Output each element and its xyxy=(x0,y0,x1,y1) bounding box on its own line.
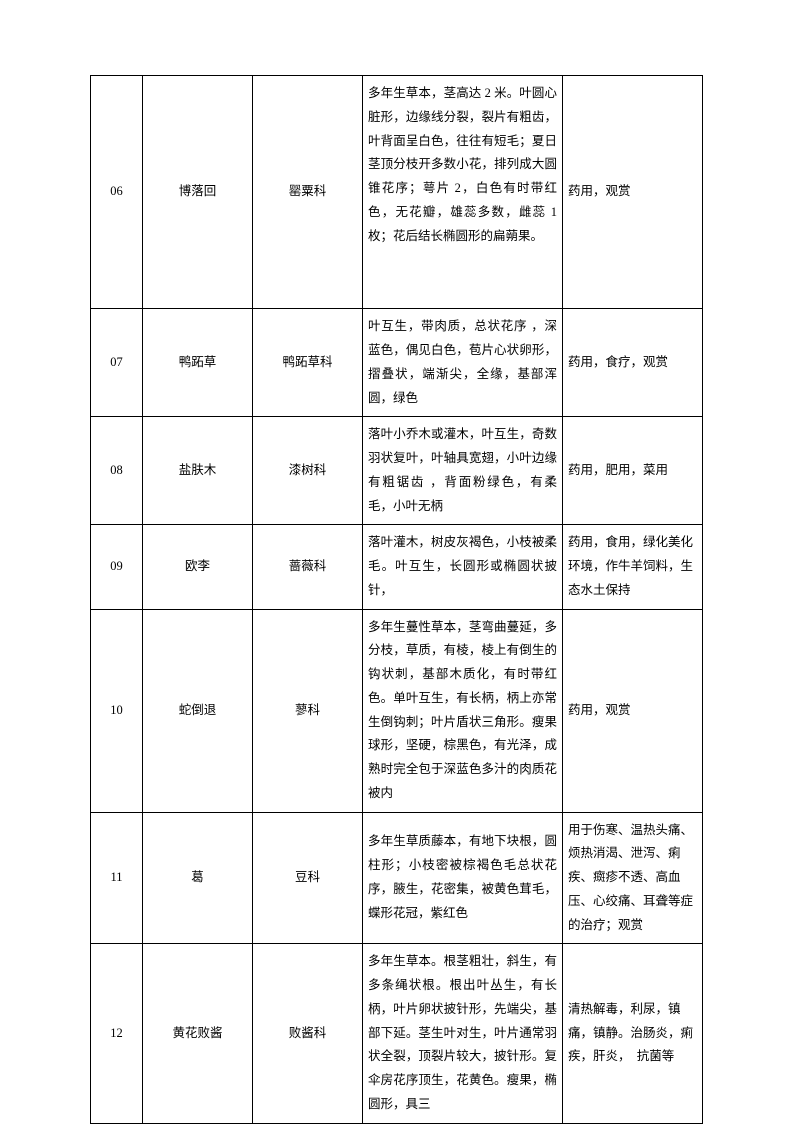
table-row: 06博落回罂粟科多年生草本，茎高达 2 米。叶圆心脏形，边缘线分裂，裂片有粗齿，… xyxy=(91,76,703,309)
table-row: 09欧李蔷薇科落叶灌木，树皮灰褐色，小枝被柔毛。叶互生，长圆形或椭圆状披针，药用… xyxy=(91,525,703,609)
cell-use: 药用，观赏 xyxy=(563,76,703,309)
cell-name: 博落回 xyxy=(143,76,253,309)
plant-table: 06博落回罂粟科多年生草本，茎高达 2 米。叶圆心脏形，边缘线分裂，裂片有粗齿，… xyxy=(90,75,703,1124)
cell-name: 欧李 xyxy=(143,525,253,609)
cell-num: 10 xyxy=(91,609,143,812)
cell-use: 用于伤寒、温热头痛、烦热消渴、泄泻、痢疾、癍疹不透、高血压、心绞痛、耳聋等症的治… xyxy=(563,812,703,944)
cell-family: 蓼科 xyxy=(253,609,363,812)
cell-num: 08 xyxy=(91,417,143,525)
cell-family: 豆科 xyxy=(253,812,363,944)
cell-family: 漆树科 xyxy=(253,417,363,525)
cell-num: 07 xyxy=(91,309,143,417)
cell-use: 药用，食疗，观赏 xyxy=(563,309,703,417)
table-row: 12黄花败酱败酱科多年生草本。根茎粗壮，斜生，有多条绳状根。根出叶丛生，有长柄，… xyxy=(91,944,703,1123)
table-body: 06博落回罂粟科多年生草本，茎高达 2 米。叶圆心脏形，边缘线分裂，裂片有粗齿，… xyxy=(91,76,703,1124)
table-row: 10蛇倒退蓼科多年生蔓性草本，茎弯曲蔓延，多分枝，草质，有棱，棱上有倒生的钩状刺… xyxy=(91,609,703,812)
cell-name: 黄花败酱 xyxy=(143,944,253,1123)
cell-name: 葛 xyxy=(143,812,253,944)
cell-name: 盐肤木 xyxy=(143,417,253,525)
cell-use: 清热解毒，利尿，镇痛，镇静。治肠炎，痢疾，肝炎， 抗菌等 xyxy=(563,944,703,1123)
cell-use: 药用，食用，绿化美化环境，作牛羊饲料，生态水土保持 xyxy=(563,525,703,609)
cell-family: 败酱科 xyxy=(253,944,363,1123)
table-row: 08盐肤木漆树科落叶小乔木或灌木，叶互生，奇数羽状复叶，叶轴具宽翅，小叶边缘有粗… xyxy=(91,417,703,525)
cell-num: 11 xyxy=(91,812,143,944)
cell-desc: 落叶灌木，树皮灰褐色，小枝被柔毛。叶互生，长圆形或椭圆状披针， xyxy=(363,525,563,609)
cell-desc: 多年生草质藤本，有地下块根，圆柱形；小枝密被棕褐色毛总状花序，腋生，花密集，被黄… xyxy=(363,812,563,944)
cell-desc: 多年生草本，茎高达 2 米。叶圆心脏形，边缘线分裂，裂片有粗齿，叶背面呈白色，往… xyxy=(363,76,563,309)
cell-family: 罂粟科 xyxy=(253,76,363,309)
cell-desc: 多年生蔓性草本，茎弯曲蔓延，多分枝，草质，有棱，棱上有倒生的钩状刺，基部木质化，… xyxy=(363,609,563,812)
table-row: 07鸭跖草鸭跖草科叶互生，带肉质，总状花序 ，深蓝色，偶见白色，苞片心状卵形，摺… xyxy=(91,309,703,417)
cell-use: 药用，肥用，菜用 xyxy=(563,417,703,525)
cell-desc: 叶互生，带肉质，总状花序 ，深蓝色，偶见白色，苞片心状卵形，摺叠状，端渐尖，全缘… xyxy=(363,309,563,417)
table-row: 11葛豆科多年生草质藤本，有地下块根，圆柱形；小枝密被棕褐色毛总状花序，腋生，花… xyxy=(91,812,703,944)
cell-desc: 落叶小乔木或灌木，叶互生，奇数羽状复叶，叶轴具宽翅，小叶边缘有粗锯齿 ，背面粉绿… xyxy=(363,417,563,525)
cell-name: 蛇倒退 xyxy=(143,609,253,812)
cell-num: 09 xyxy=(91,525,143,609)
cell-family: 鸭跖草科 xyxy=(253,309,363,417)
cell-name: 鸭跖草 xyxy=(143,309,253,417)
cell-num: 06 xyxy=(91,76,143,309)
cell-num: 12 xyxy=(91,944,143,1123)
cell-use: 药用，观赏 xyxy=(563,609,703,812)
cell-desc: 多年生草本。根茎粗壮，斜生，有多条绳状根。根出叶丛生，有长柄，叶片卵状披针形，先… xyxy=(363,944,563,1123)
cell-family: 蔷薇科 xyxy=(253,525,363,609)
